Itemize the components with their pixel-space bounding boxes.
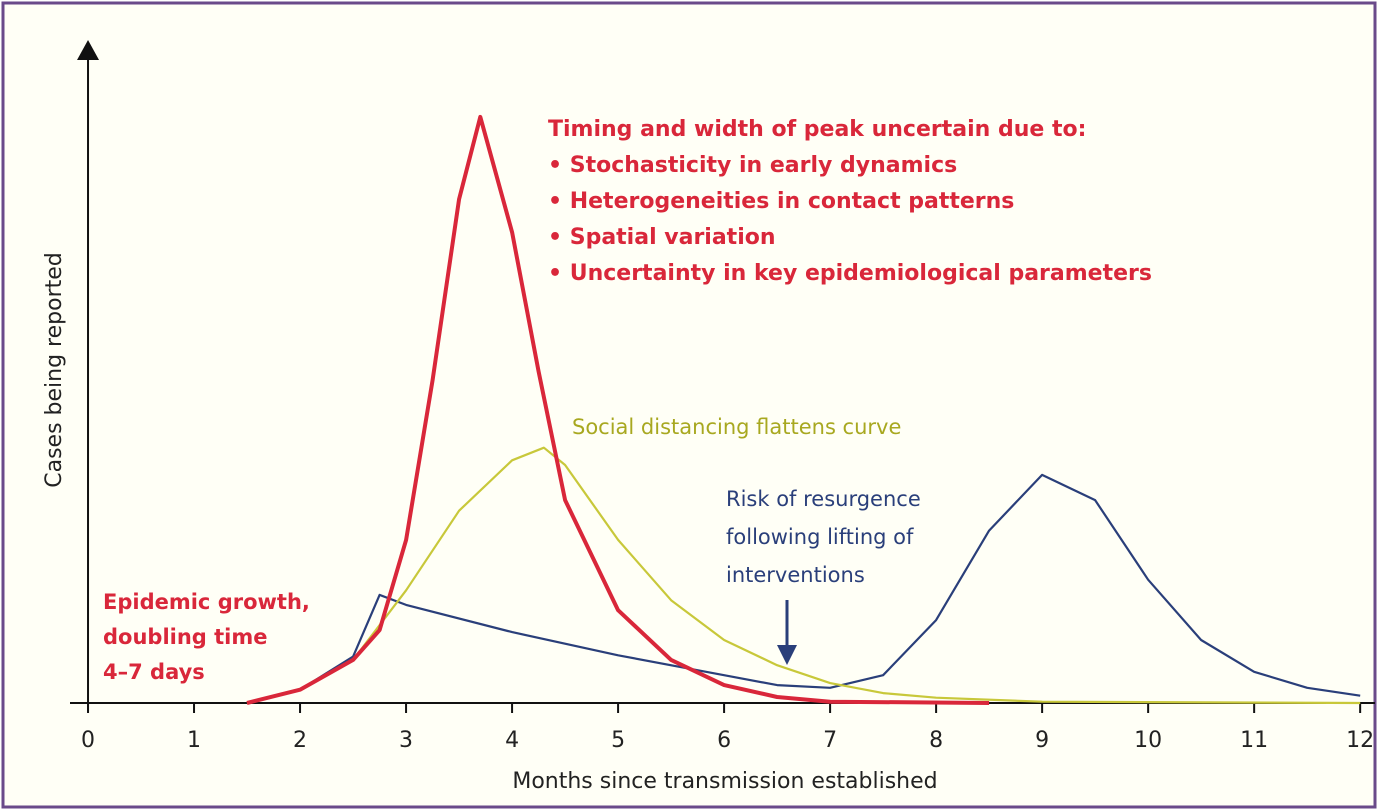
- annotation: Epidemic growth,: [103, 590, 310, 614]
- line: [246, 446, 1361, 705]
- annotation: Social distancing flattens curve: [572, 415, 901, 439]
- x-tick-label: 10: [1134, 728, 1162, 753]
- annotation: • Heterogeneities in contact patterns: [548, 189, 1014, 214]
- line: [246, 114, 990, 705]
- x-tick-label: 0: [81, 728, 95, 753]
- annotation: Risk of resurgence: [726, 487, 921, 511]
- x-axis-label: Months since transmission established: [512, 769, 937, 794]
- y-axis-arrow: [77, 40, 100, 60]
- annotation: • Spatial variation: [548, 225, 776, 250]
- x-tick-label: 12: [1346, 728, 1374, 753]
- x-tick-label: 9: [1035, 728, 1049, 753]
- x-tick-label: 3: [399, 728, 413, 753]
- x-tick-label: 2: [293, 728, 307, 753]
- x-tick-label: 7: [823, 728, 837, 753]
- x-tick-label: 1: [187, 728, 201, 753]
- annotation: 4–7 days: [103, 660, 205, 684]
- annotation: following lifting of: [726, 525, 914, 549]
- annotation: • Uncertainty in key epidemiological par…: [548, 261, 1152, 286]
- annotation: interventions: [726, 563, 865, 587]
- line: [246, 473, 1361, 705]
- y-axis-label: Cases being reported: [42, 252, 67, 488]
- annotation: Timing and width of peak uncertain due t…: [548, 117, 1086, 142]
- x-tick-label: 5: [611, 728, 625, 753]
- x-tick-label: 6: [717, 728, 731, 753]
- x-tick-label: 4: [505, 728, 519, 753]
- annotation: doubling time: [103, 625, 268, 649]
- annotation: • Stochasticity in early dynamics: [548, 153, 957, 178]
- x-tick-label: 8: [929, 728, 943, 753]
- arrow-head: [777, 645, 797, 665]
- x-tick-label: 11: [1240, 728, 1268, 753]
